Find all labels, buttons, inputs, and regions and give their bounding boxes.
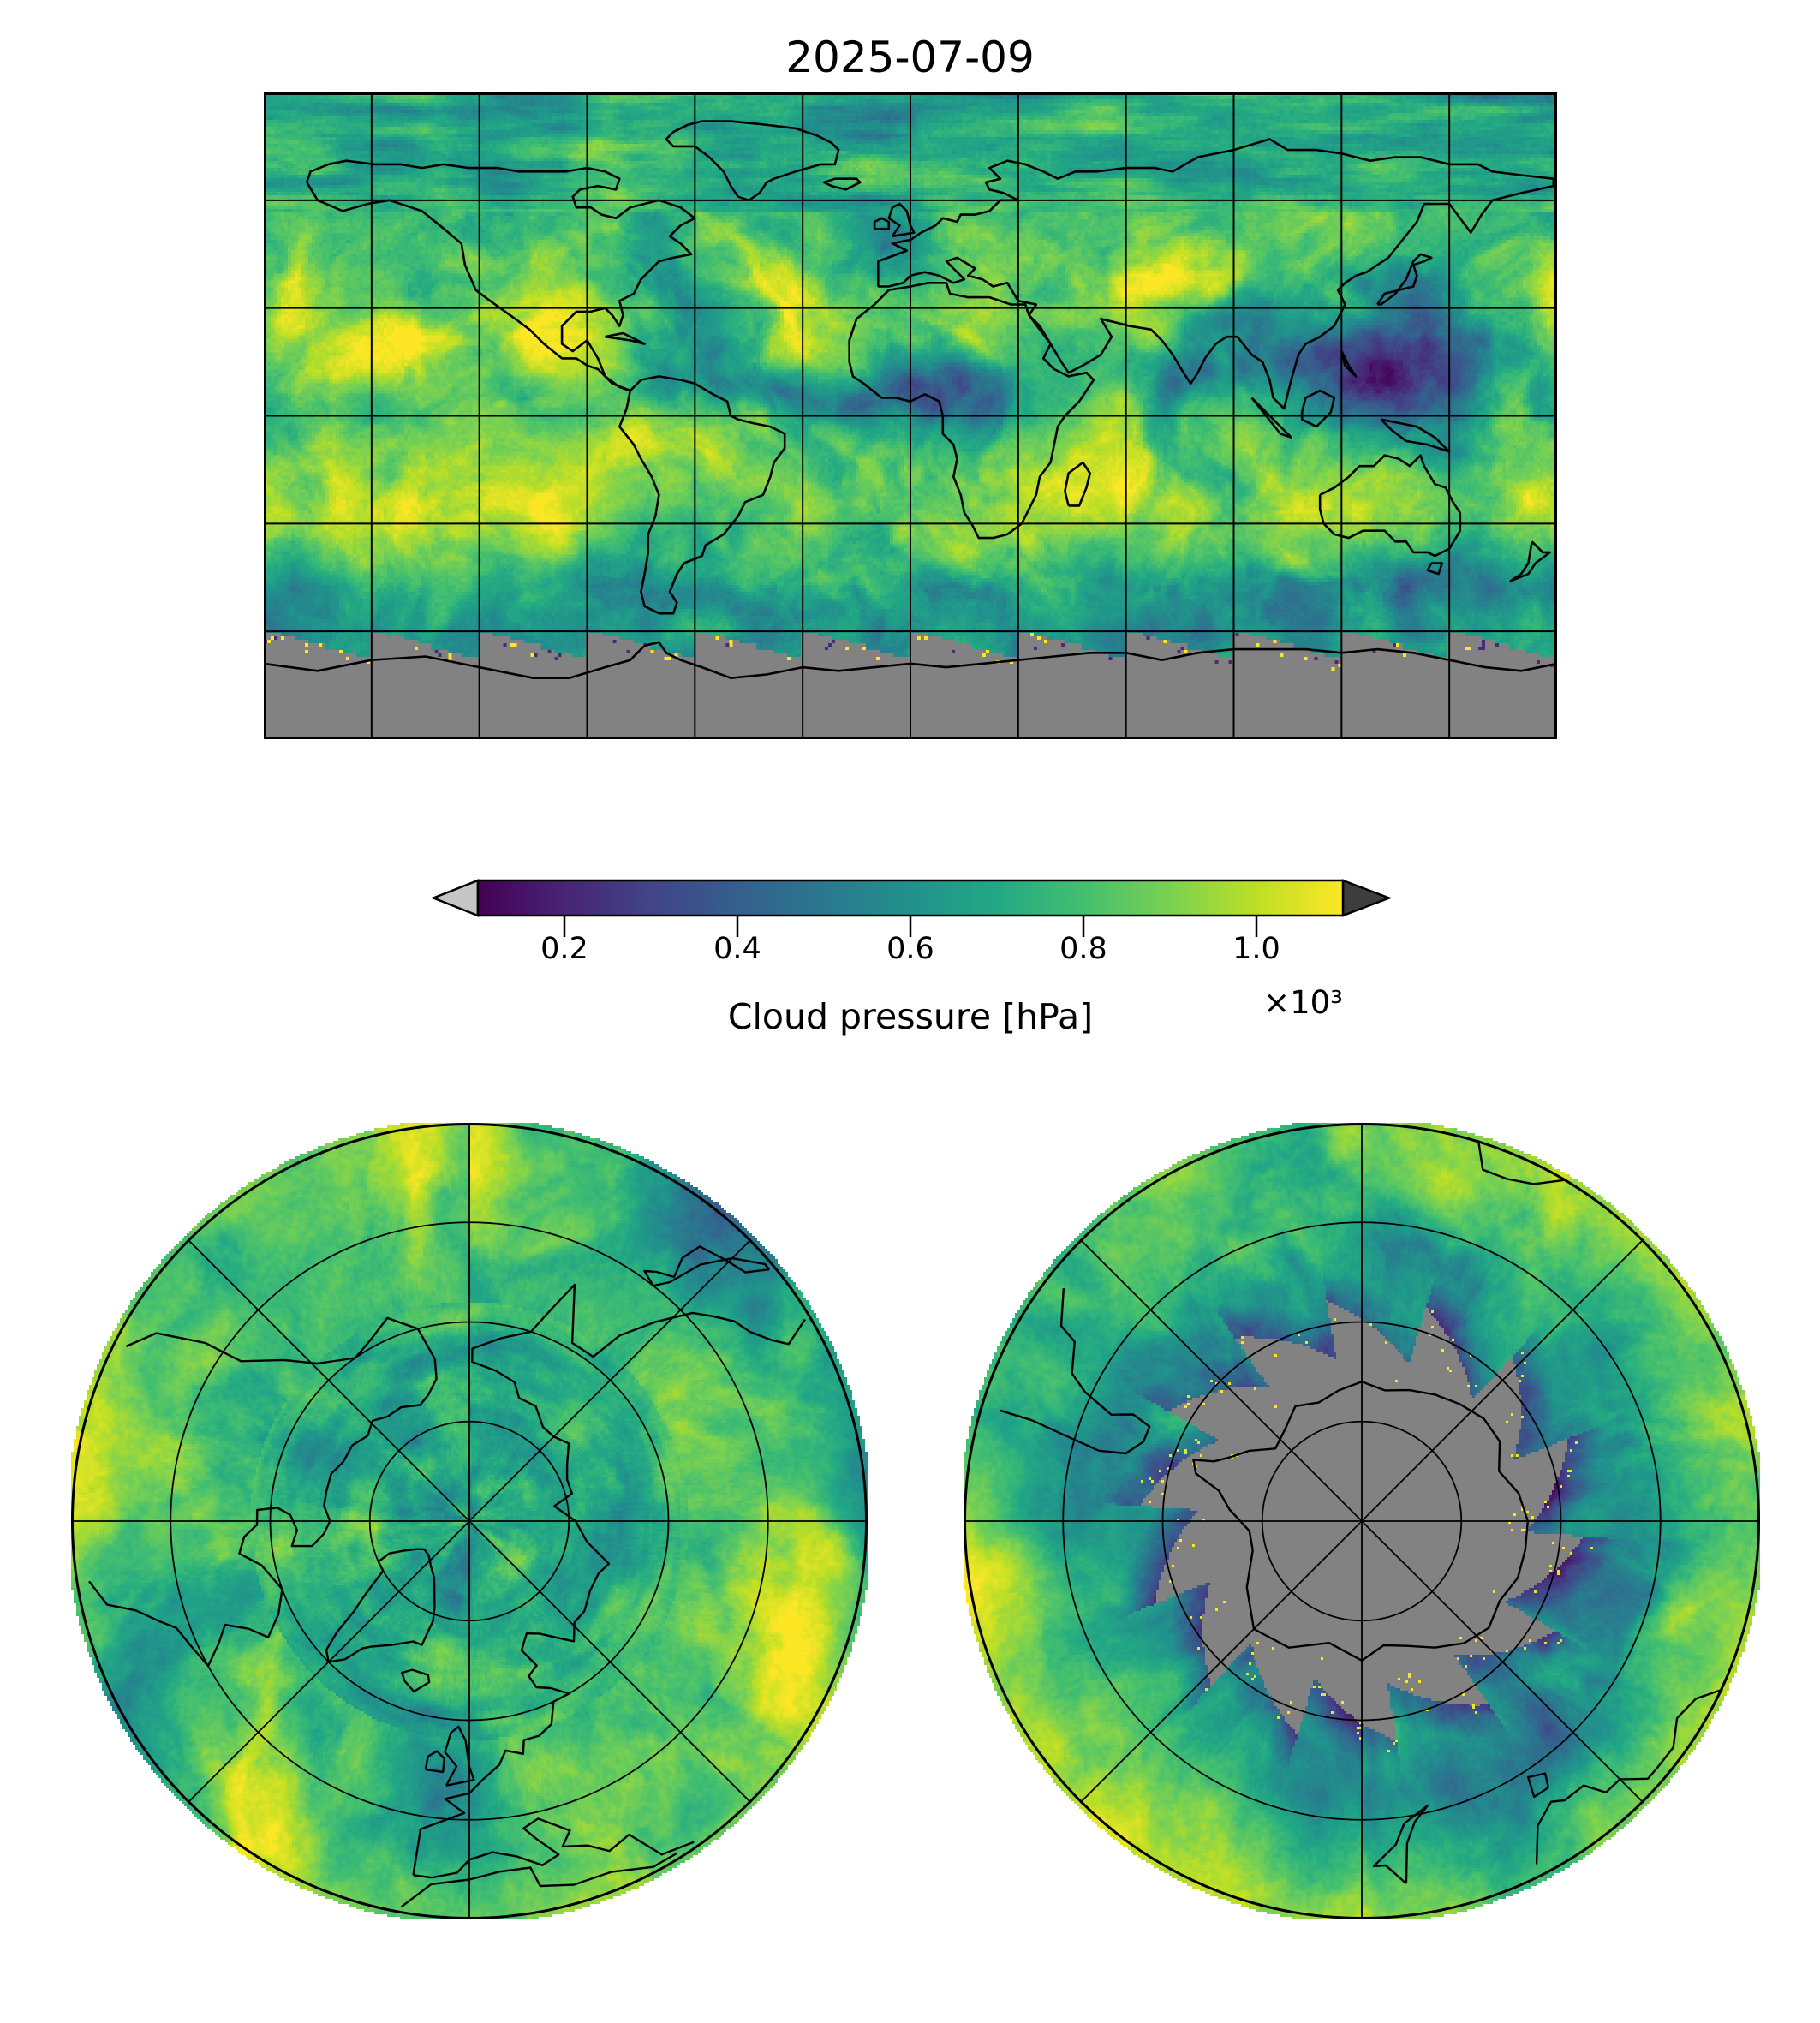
south-polar-panel [964, 1123, 1760, 1919]
polar-gridlines [71, 1123, 868, 1919]
coastlines-path [264, 120, 1557, 679]
coastlines-path [88, 1245, 806, 1908]
global-map-panel [264, 92, 1557, 739]
colorbar-axis-label: Cloud pressure [hPa] [727, 996, 1094, 1037]
polar-map-frame [71, 1123, 868, 1919]
colorbar-over-arrow [1341, 879, 1393, 917]
colorbar-ticks [563, 916, 1258, 937]
figure-title: 2025-07-09 [785, 33, 1035, 82]
colorbar-offset-text: ×10³ [1263, 984, 1343, 1021]
colorbar [430, 879, 1393, 937]
north-polar-overlay [71, 1123, 868, 1919]
colorbar-tick-label-2: 0.6 [886, 932, 934, 966]
polar-map-frame [964, 1123, 1760, 1919]
map-frame [264, 92, 1557, 739]
colorbar-tick-label-3: 0.8 [1059, 932, 1107, 966]
global-map-overlay [264, 92, 1557, 739]
south-polar-overlay [964, 1123, 1760, 1919]
colorbar-tick-label-0: 0.2 [540, 932, 588, 966]
colorbar-tick-label-1: 0.4 [713, 932, 761, 966]
polar-gridlines [964, 1123, 1760, 1919]
colorbar-tick-label-4: 1.0 [1232, 932, 1280, 966]
colorbar-under-arrow [430, 879, 480, 917]
coastlines-path [1000, 1140, 1723, 1884]
colorbar-gradient-bar [476, 879, 1345, 917]
global-gridlines [264, 92, 1557, 739]
meridian-line [1079, 1238, 1644, 1804]
north-polar-panel [71, 1123, 868, 1919]
meridian-line [187, 1238, 752, 1804]
